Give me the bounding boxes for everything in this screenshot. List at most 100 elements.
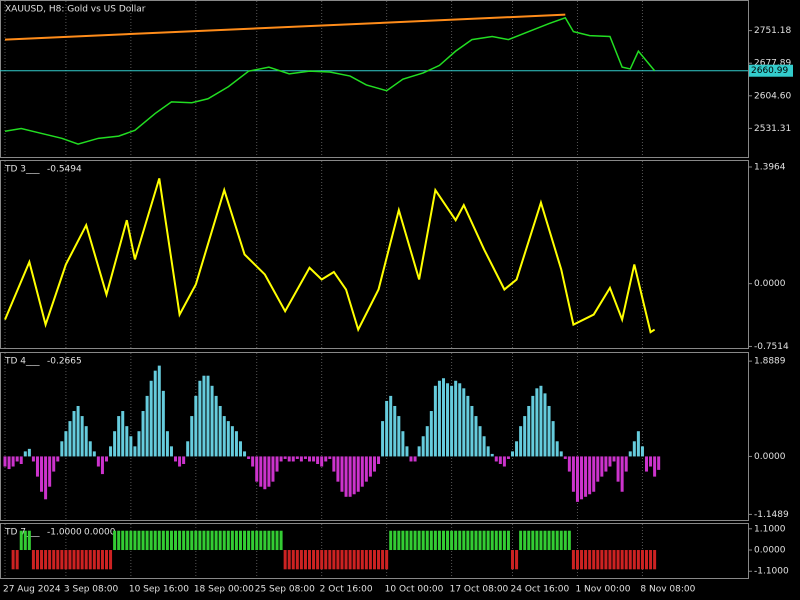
bar [279,530,283,551]
bar [616,550,620,570]
bar [64,431,68,457]
trend-line [4,13,566,41]
bar [19,456,23,464]
bar [198,530,202,551]
bar [332,550,336,570]
price-label: 2660.99 [751,66,788,76]
bar [125,530,129,551]
data-line [4,16,656,145]
bar [644,550,648,570]
bar [324,456,328,462]
y-tick-label: 1.3964 [754,162,786,172]
bar [563,530,567,551]
bar [125,426,129,457]
bar [466,395,470,457]
bar [117,416,121,457]
bar [397,530,401,551]
bar [498,456,502,464]
x-tick-label: 18 Sep 00:00 [194,585,254,595]
bar [490,453,494,457]
bar [575,550,579,570]
bar [234,530,238,551]
bar [417,446,421,457]
bar [153,370,157,457]
bar [421,436,425,457]
bar [84,426,88,457]
x-tick-label: 25 Sep 08:00 [255,585,315,595]
bar [178,530,182,551]
bar [527,405,531,457]
bar [470,530,474,551]
bar [129,436,133,457]
bar [429,530,433,551]
bar [563,456,567,459]
bar [165,530,169,551]
bar [316,550,320,570]
bar [72,411,76,457]
bar [206,530,210,551]
y-tick-label: 1.1000 [754,524,786,534]
bar [283,550,287,570]
bar [527,530,531,551]
bar [596,550,600,570]
bar [190,416,194,457]
bar [515,550,519,570]
x-tick-label: 24 Oct 16:00 [511,585,570,595]
bar [80,550,84,570]
bar [202,375,206,457]
bar [218,530,222,551]
bar [113,530,117,551]
bar [413,530,417,551]
y-tick-label: -1.1000 [754,567,789,577]
bar [279,456,283,462]
bar [340,550,344,570]
bar [121,530,125,551]
bar [202,530,206,551]
bar [478,530,482,551]
bar [23,530,27,551]
bar [437,380,441,457]
bar [352,550,356,570]
bar [389,530,393,551]
bar [559,451,563,457]
bar [206,375,210,457]
bar [336,456,340,482]
bar [255,530,259,551]
bar [612,456,616,462]
bar [291,550,295,570]
bar [486,446,490,457]
bar [608,456,612,467]
data-line [4,178,656,334]
bar [182,456,186,464]
bar [454,530,458,551]
bar [80,416,84,457]
bar [535,388,539,457]
bar [145,530,149,551]
bar [409,530,413,551]
bar [145,395,149,457]
bar [263,530,267,551]
bar [64,550,68,570]
bar [352,456,356,495]
y-tick-label: -0.7514 [754,342,789,352]
bar [182,530,186,551]
bar [381,550,385,570]
bar [567,530,571,551]
bar [506,456,510,459]
bar [644,456,648,472]
bar [56,456,60,462]
bar [52,456,56,472]
bar [263,456,267,490]
bar [624,456,628,472]
current-value: -0.5494 [47,165,82,175]
bar [68,550,72,570]
x-tick-label: 17 Oct 08:00 [450,585,509,595]
bar [344,456,348,497]
bar [76,550,80,570]
bar [96,550,100,570]
bar [425,426,429,457]
bar [657,456,661,470]
bar [571,550,575,570]
bar [44,456,48,500]
